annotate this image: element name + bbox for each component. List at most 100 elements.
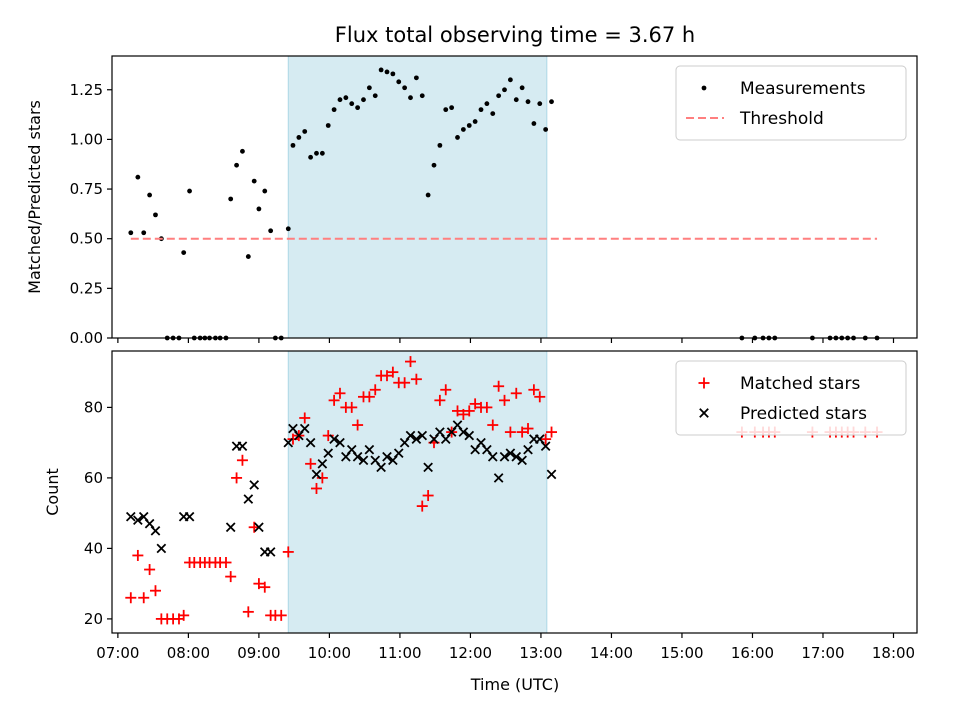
bottom-y-tick-label: 20: [84, 610, 103, 628]
bottom-point-1-4-b: [150, 525, 161, 536]
x-tick-label: 09:00: [237, 644, 280, 662]
top-point-0-24: [262, 188, 268, 194]
bottom-point-1-22: [317, 458, 328, 469]
bottom-point-1-42-b: [435, 427, 445, 437]
bottom-point-0-68: [516, 426, 528, 438]
top-point-0-20: [240, 148, 245, 154]
bottom-point-1-25: [335, 437, 345, 448]
bottom-point-1-12-b: [249, 480, 260, 490]
bottom-point-1-46: [458, 427, 469, 437]
bottom-point-1-33-b: [382, 451, 392, 462]
bottom-shaded-interval: [287, 350, 548, 634]
top-point-0-63: [490, 111, 496, 116]
x-tick-label: 07:00: [96, 644, 139, 662]
bottom-point-1-16: [283, 437, 294, 448]
top-legend-box: [675, 65, 907, 141]
bottom-point-1-11: [243, 494, 254, 504]
bottom-point-0-71: [534, 391, 546, 403]
top-legend: Measurements Threshold: [675, 65, 907, 141]
bottom-point-1-57-b: [523, 444, 533, 455]
bottom-series-matched-stars: [125, 356, 883, 625]
bottom-point-0-18: [225, 571, 237, 583]
bottom-point-1-13: [254, 522, 264, 533]
top-point-0-0: [128, 230, 134, 236]
top-panel: 0.00 0.25 0.50 0.75 1.00 1.25 Measurements Thre…: [70, 55, 918, 347]
bottom-point-1-56-b: [517, 455, 527, 466]
bottom-point-0-51: [416, 500, 428, 512]
bottom-point-1-39: [417, 430, 428, 441]
bottom-point-1-40-b: [423, 462, 433, 473]
top-point-0-44: [378, 67, 384, 73]
bottom-point-1-52-b: [493, 473, 504, 483]
bottom-point-0-62: [481, 401, 493, 413]
bottom-point-1-46-b: [458, 427, 469, 437]
x-tick-label: 17:00: [801, 644, 844, 662]
bottom-point-1-5: [156, 543, 167, 554]
top-point-0-54: [437, 142, 443, 148]
bottom-point-1-55: [511, 451, 522, 462]
bottom-point-0-65: [499, 394, 511, 406]
bottom-point-1-3-b: [144, 518, 155, 529]
top-point-0-1: [135, 174, 141, 180]
bottom-axes-frame: [111, 350, 918, 634]
top-point-0-22: [251, 178, 257, 184]
top-point-0-25: [268, 228, 274, 234]
bottom-point-1-0: [125, 511, 136, 522]
bottom-point-1-60-b: [540, 441, 551, 452]
bottom-point-1-38-b: [411, 434, 422, 444]
top-point-0-43: [372, 93, 378, 99]
bottom-point-1-19-b: [299, 423, 310, 434]
bottom-y-tick-label: 80: [84, 398, 103, 416]
bottom-point-1-10: [237, 441, 248, 452]
top-point-0-29: [290, 142, 296, 148]
top-point-0-69: [525, 99, 531, 105]
bottom-point-1-40: [423, 462, 433, 473]
bottom-point-0-28: [282, 546, 294, 558]
bottom-point-1-25-b: [335, 437, 345, 448]
x-axis-label: Time (UTC): [470, 675, 559, 694]
top-point-0-30: [296, 135, 302, 140]
top-point-0-4: [153, 212, 158, 218]
top-point-0-71: [537, 101, 543, 107]
bottom-point-1-55-b: [511, 451, 522, 462]
bottom-point-1-31-b: [370, 455, 381, 466]
top-point-0-23: [256, 206, 262, 212]
bottom-point-1-37-b: [405, 430, 416, 441]
bottom-point-1-45-b: [452, 420, 463, 430]
top-point-0-66: [507, 77, 513, 83]
bottom-point-1-35: [393, 448, 404, 459]
top-y-tick-label: 0.75: [70, 180, 103, 198]
top-point-0-68: [519, 85, 525, 91]
top-point-0-31: [302, 129, 308, 134]
bottom-point-0-58: [457, 408, 469, 420]
bottom-point-1-28-b: [352, 451, 363, 462]
top-point-0-59: [466, 123, 472, 128]
x-tick-label: 12:00: [449, 644, 492, 662]
bottom-point-1-0-b: [125, 511, 136, 522]
bottom-panel: 20 40 60 80 07:00 08:00 09:00 10:00 11:00 12:00 13…: [84, 350, 918, 662]
bottom-point-1-17-b: [288, 423, 298, 434]
top-point-0-67: [513, 97, 519, 103]
top-point-0-38: [343, 95, 349, 101]
bottom-point-0-64: [493, 380, 505, 392]
bottom-point-0-37: [334, 387, 346, 399]
bottom-point-0-54: [434, 394, 446, 406]
bottom-point-1-13-b: [254, 522, 264, 533]
bottom-point-1-35-b: [393, 448, 404, 459]
bottom-point-1-21-b: [311, 469, 322, 480]
top-point-0-34: [319, 150, 325, 156]
top-point-0-48: [402, 85, 408, 91]
bottom-point-1-47: [464, 430, 475, 441]
bottom-point-0-40: [352, 419, 364, 431]
bottom-point-0-34: [316, 472, 328, 484]
top-point-0-52: [425, 192, 431, 198]
bottom-point-1-51-b: [487, 451, 498, 462]
bottom-point-0-69: [522, 423, 534, 435]
x-tick-label: 10:00: [308, 644, 351, 662]
x-tick-label: 14:00: [590, 644, 633, 662]
bottom-point-1-4: [150, 525, 161, 536]
bottom-point-0-73: [546, 426, 558, 438]
bottom-point-0-66: [504, 426, 516, 438]
bottom-point-1-53: [499, 451, 510, 462]
